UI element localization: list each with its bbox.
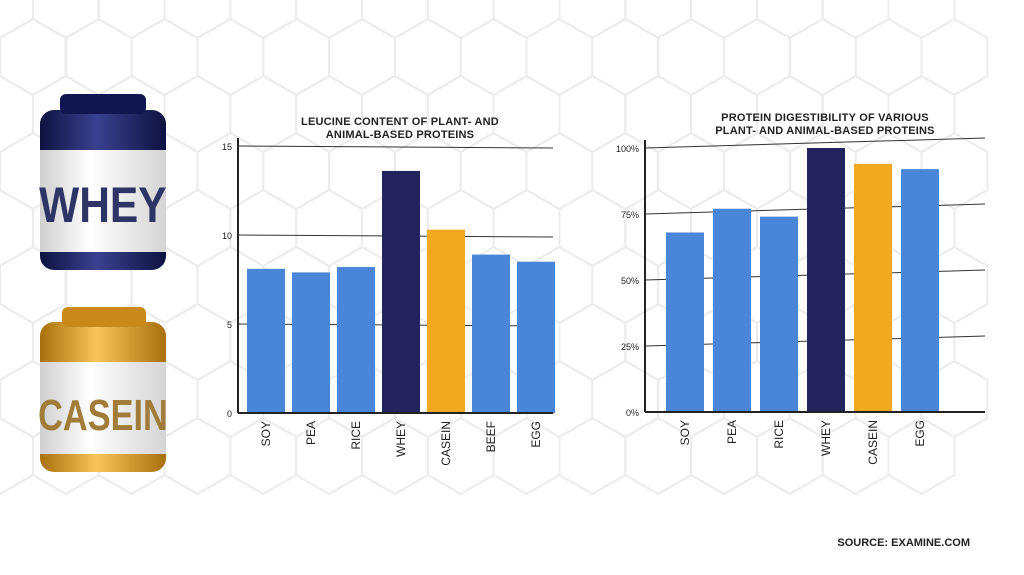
chart1-title: LEUCINE CONTENT OF PLANT- AND ANIMAL-BAS… — [250, 116, 550, 142]
chart2-bar-pea — [713, 208, 751, 412]
chart2-ytick-label: 75% — [621, 210, 639, 220]
chart2-ytick-label: 25% — [621, 342, 639, 352]
chart1-xtick-label: WHEY — [394, 421, 408, 457]
chart2-gridline — [644, 137, 986, 149]
chart2-ytick-label: 100% — [616, 144, 639, 154]
chart2-xtick-label: CASEIN — [866, 420, 880, 465]
whey-label: WHEY — [39, 177, 167, 233]
chart1-title-line2: ANIMAL-BASED PROTEINS — [325, 129, 475, 141]
chart2-xtick-label: PEA — [725, 420, 739, 444]
chart1-gridline — [237, 145, 554, 149]
chart1-bar-whey — [382, 170, 420, 413]
chart2-title-line1: PROTEIN DIGESTIBILITY OF VARIOUS — [721, 112, 929, 124]
chart2-title: PROTEIN DIGESTIBILITY OF VARIOUS PLANT- … — [675, 112, 975, 138]
chart2-xtick-label: SOY — [678, 420, 692, 445]
chart1-bar-casein — [427, 229, 465, 413]
hex-cell — [887, 416, 956, 496]
chart1-xtick-label: RICE — [349, 421, 363, 450]
source-credit: SOURCE: EXAMINE.COM — [837, 537, 970, 549]
chart2-bar-soy — [666, 232, 704, 412]
chart1-ytick-label: 10 — [222, 231, 232, 241]
chart2-xtick-label: EGG — [913, 420, 927, 447]
chart2-xtick-label: WHEY — [819, 420, 833, 456]
chart1-ytick-label: 15 — [222, 142, 232, 152]
chart1-bar-beef — [472, 254, 510, 413]
chart2-bar-casein — [854, 163, 892, 412]
chart2-xtick-label: RICE — [772, 420, 786, 449]
chart2-bar-whey — [807, 148, 845, 412]
chart2-ytick-label: 0% — [626, 408, 639, 418]
chart1-title-line1: LEUCINE CONTENT OF PLANT- AND — [301, 116, 499, 128]
chart1-xtick-label: SOY — [259, 421, 273, 446]
chart1-xtick-label: CASEIN — [439, 421, 453, 466]
casein-label: CASEIN — [38, 391, 168, 440]
chart1-ytick-label: 5 — [227, 320, 232, 330]
chart1-bar-egg — [517, 261, 555, 413]
chart1-xtick-label: BEEF — [484, 421, 498, 452]
chart1-bar-soy — [247, 268, 285, 413]
chart2-bar-egg — [901, 169, 939, 412]
chart1-bar-rice — [337, 267, 375, 413]
chart1-bar-pea — [292, 272, 330, 413]
chart2-ytick-label: 50% — [621, 276, 639, 286]
chart2-bar-rice — [760, 216, 798, 412]
chart1-xtick-label: PEA — [304, 421, 318, 445]
chart1-ytick-label: 0 — [227, 409, 232, 419]
chart1-xtick-label: EGG — [529, 421, 543, 448]
chart2-title-line2: PLANT- AND ANIMAL-BASED PROTEINS — [715, 125, 935, 137]
